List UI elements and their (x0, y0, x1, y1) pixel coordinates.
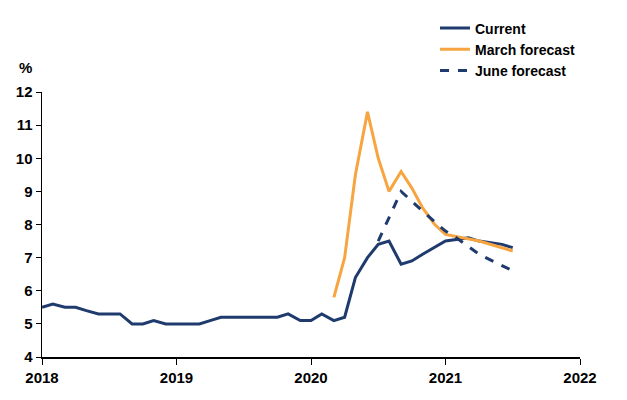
svg-text:6: 6 (24, 282, 32, 299)
svg-text:10: 10 (16, 150, 33, 167)
svg-text:Current: Current (475, 21, 526, 37)
svg-text:2020: 2020 (294, 369, 327, 386)
svg-text:%: % (19, 59, 32, 76)
svg-text:2018: 2018 (25, 369, 58, 386)
svg-text:2021: 2021 (429, 369, 462, 386)
svg-text:9: 9 (24, 183, 32, 200)
svg-text:7: 7 (24, 249, 32, 266)
svg-text:4: 4 (24, 348, 33, 365)
svg-text:12: 12 (16, 83, 33, 100)
svg-text:June forecast: June forecast (475, 63, 566, 79)
svg-text:2022: 2022 (563, 369, 596, 386)
svg-text:8: 8 (24, 216, 32, 233)
svg-text:11: 11 (17, 116, 33, 133)
svg-text:2019: 2019 (160, 369, 193, 386)
svg-text:March forecast: March forecast (475, 42, 575, 58)
svg-text:5: 5 (24, 315, 32, 332)
